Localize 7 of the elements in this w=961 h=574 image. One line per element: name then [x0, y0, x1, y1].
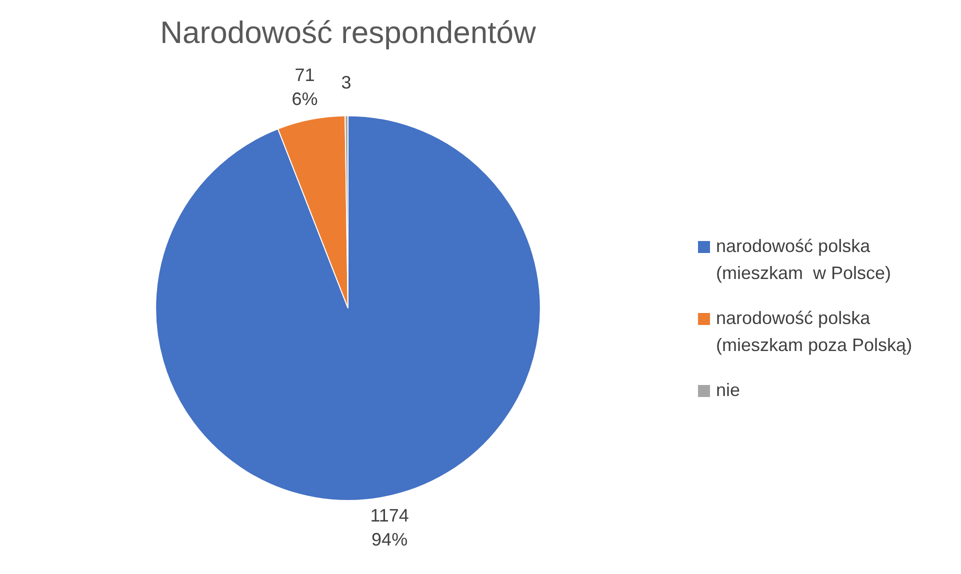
data-label: 1174 94%	[370, 506, 409, 550]
data-label: 3	[341, 72, 352, 93]
chart-title: Narodowość respondentów	[160, 15, 536, 50]
legend-label: narodowość polska (mieszkam poza Polską)	[716, 307, 914, 357]
legend-label: narodowość polska (mieszkam w Polsce)	[716, 235, 892, 285]
legend-label: nie	[716, 379, 740, 402]
data-label: 71 6%	[292, 64, 318, 109]
